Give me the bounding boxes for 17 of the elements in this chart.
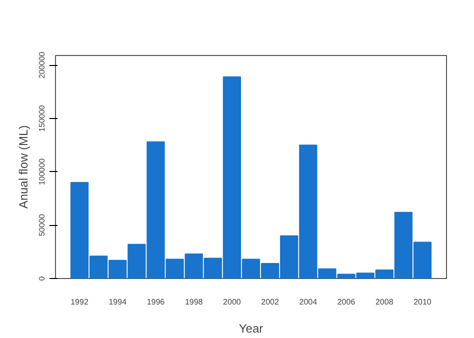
x-tick-label: 1998 — [184, 298, 204, 306]
x-tick-label: 1994 — [108, 298, 128, 306]
x-tick-label: 2004 — [299, 298, 318, 306]
x-tick-label: 2006 — [337, 298, 356, 306]
x-axis-title: Year — [238, 322, 264, 336]
y-tick-label: 50000 — [38, 213, 46, 236]
x-tick-label: 2008 — [375, 298, 394, 306]
y-tick-label: 150000 — [38, 104, 46, 132]
y-tick-label: 0 — [38, 276, 46, 281]
y-tick-label: 200000 — [38, 51, 46, 78]
x-tick-label: 2002 — [261, 298, 280, 306]
x-tick-label: 2000 — [223, 298, 242, 306]
x-tick-label: 1992 — [70, 298, 89, 306]
y-tick-label: 100000 — [38, 158, 46, 186]
x-tick-label: 2010 — [414, 298, 432, 306]
y-axis-title: Anual flow (ML) — [16, 125, 30, 209]
x-tick-label: 1996 — [146, 298, 166, 306]
